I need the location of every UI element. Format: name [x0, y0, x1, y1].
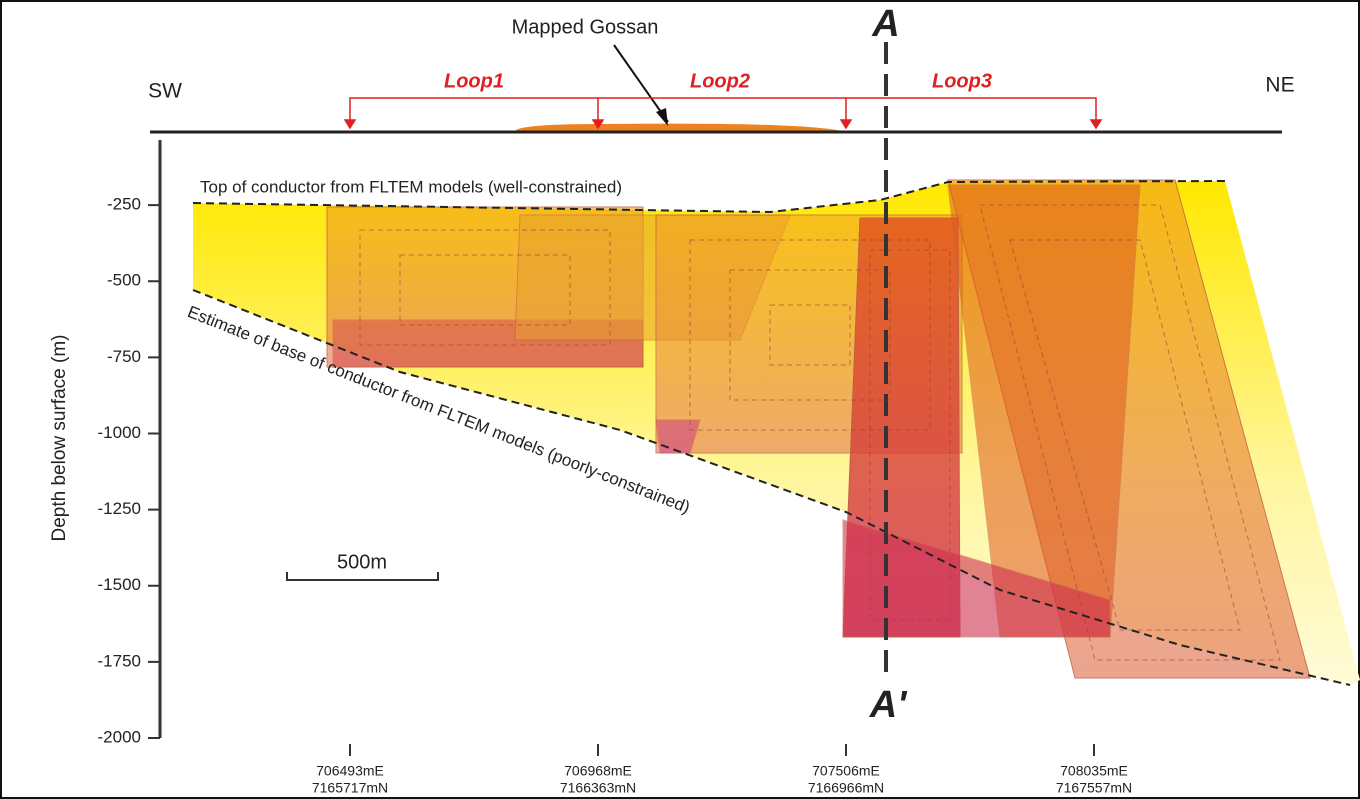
loop-label: Loop1	[444, 70, 504, 92]
y-tick-label: -1500	[98, 575, 141, 594]
loop-label: Loop2	[690, 70, 750, 92]
loops	[345, 98, 1101, 128]
gossan-label: Mapped Gossan	[512, 16, 659, 38]
y-tick-label: -500	[107, 271, 141, 290]
gossan	[515, 124, 842, 131]
scale-label: 500m	[337, 551, 387, 573]
section-chart: -250 -500 -750 -1000 -1250 -1500 -1750 -2000 Ma…	[0, 0, 1360, 799]
y-tick-label: -2000	[98, 727, 141, 746]
y-tick-label: -750	[107, 347, 141, 366]
x-ticks	[350, 744, 1094, 756]
station-n: 7167557mN	[1056, 780, 1132, 796]
station-e: 706968mE	[564, 763, 632, 779]
station-n: 7165717mN	[312, 780, 388, 796]
station-e: 707506mE	[812, 763, 880, 779]
y-tick-label: -250	[107, 195, 141, 214]
station-n: 7166363mN	[560, 780, 636, 796]
y-axis-label: Depth below surface (m)	[49, 335, 70, 542]
arrow-head	[656, 108, 668, 126]
y-tick-label: -1250	[98, 499, 141, 518]
loop-label: Loop3	[932, 70, 992, 92]
station-e: 708035mE	[1060, 763, 1128, 779]
ne-label: NE	[1265, 74, 1294, 97]
y-tick-label: -1000	[98, 423, 141, 442]
stations: 706493mE 7165717mN 706968mE 7166363mN 70…	[312, 763, 1132, 796]
a-prime-label: A'	[869, 684, 908, 726]
station-e: 706493mE	[316, 763, 384, 779]
y-tick-label: -1750	[98, 651, 141, 670]
top-label: Top of conductor from FLTEM models (well…	[200, 177, 622, 196]
a-label: A	[871, 3, 899, 45]
sw-label: SW	[148, 80, 182, 103]
station-n: 7166966mN	[808, 780, 884, 796]
